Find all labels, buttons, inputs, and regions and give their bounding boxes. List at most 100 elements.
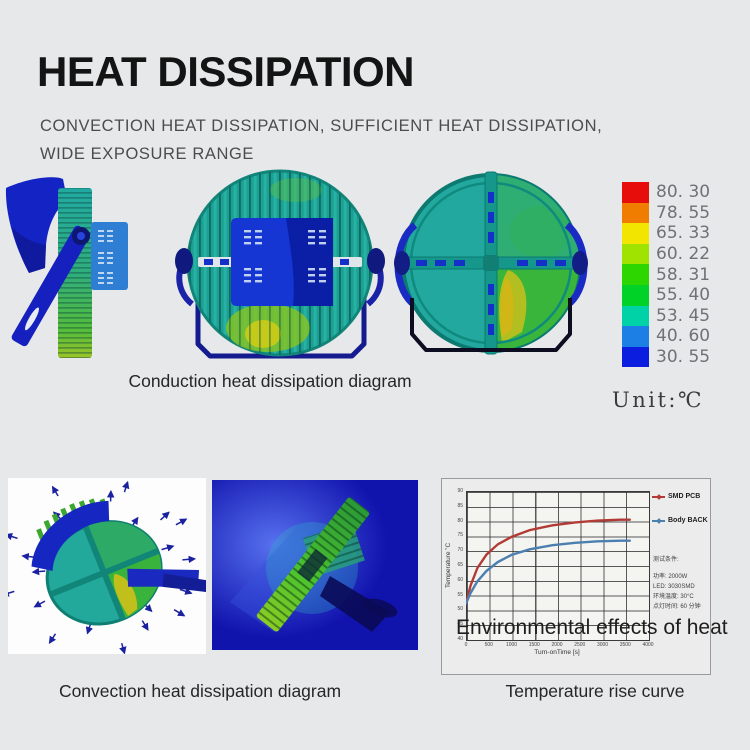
airflow-arrow [173, 609, 186, 617]
y-tick-label: 40 [457, 636, 463, 642]
scale-row: 60. 22 [622, 243, 711, 265]
scale-value: 58. 31 [656, 264, 711, 285]
y-tick-label: 60 [457, 576, 463, 583]
airflow-arrow [51, 485, 60, 497]
scale-swatch [622, 243, 649, 265]
chart-annotation-line: 环境温度: 30°C [653, 594, 694, 600]
airflow-arrow [161, 544, 175, 552]
chart-series-body-back [466, 539, 631, 605]
scale-value: 78. 55 [656, 202, 711, 223]
x-tick-label: 4000 [642, 642, 654, 648]
chart-annotations: 测试条件: 功率: 2000W LED: 3030SMD 环境温度: 30°C 点灯时间… [653, 555, 701, 612]
scale-value: 40. 60 [656, 326, 711, 347]
convection-airflow-graphic [8, 480, 206, 654]
x-tick-label: 0 [464, 642, 468, 648]
chart-caption: Temperature rise curve [505, 681, 685, 701]
thermal-front-view-graphic [394, 171, 588, 355]
airflow-arrow [8, 532, 18, 541]
airflow-arrow [21, 552, 36, 561]
y-tick-label: 50 [457, 606, 463, 613]
y-tick-label: 80 [457, 517, 463, 524]
scale-value: 65. 33 [656, 223, 711, 244]
scale-value: 60. 22 [656, 244, 711, 265]
page-subtitle-line2: WIDE EXPOSURE RANGE [40, 145, 255, 163]
thermal-side-view-graphic [5, 177, 128, 358]
thermal-back-view-graphic [175, 169, 385, 359]
x-tick-label: 500 [484, 642, 493, 648]
chart-annotation-line: 功率: 2000W [653, 574, 688, 580]
airflow-arrow [122, 480, 130, 493]
airflow-arrow [179, 587, 193, 595]
legend-item: Body BACK [652, 517, 708, 524]
legend-line-marker [652, 493, 665, 500]
scale-swatch [622, 305, 649, 327]
legend-label: SMD PCB [668, 493, 701, 500]
thermal-simulation-dark-image [212, 480, 418, 650]
y-tick-label: 85 [457, 502, 463, 509]
y-tick-label: 70 [457, 547, 463, 554]
thermal-back-view-image [168, 168, 392, 368]
environmental-effects-overlay-text: Environmental effects of heat [456, 616, 728, 639]
scale-row: 65. 33 [622, 223, 710, 244]
x-tick-label: 3500 [619, 642, 631, 648]
conduction-caption: Conduction heat dissipation diagram [128, 371, 412, 391]
scale-row: 58. 31 [622, 264, 710, 285]
scale-swatch [622, 284, 649, 306]
convection-airflow-image [8, 478, 206, 654]
y-tick-label: 65 [457, 562, 463, 568]
legend-label: Body BACK [668, 517, 708, 524]
chart-series-smd-pcb [466, 518, 631, 605]
scale-row: 40. 60 [622, 326, 710, 347]
scale-swatch [622, 223, 649, 244]
x-tick-label: 1000 [505, 642, 518, 648]
airflow-arrow [175, 518, 188, 526]
x-tick-label: 3000 [596, 642, 609, 648]
chart-legend: SMD PCB Body BACK [652, 493, 708, 541]
page-title: HEAT DISSIPATION [37, 48, 415, 95]
chart-annotation-line: 测试条件: [653, 557, 679, 563]
scale-swatch [622, 346, 649, 368]
scale-value: 53. 45 [656, 305, 711, 326]
chart-curves [466, 518, 631, 605]
airflow-arrow [48, 633, 57, 644]
y-tick-label: 90 [457, 488, 463, 494]
scale-swatch [622, 326, 649, 347]
scale-swatch [622, 202, 649, 224]
chart-annotation-line: LED: 3030SMD [653, 584, 695, 590]
airflow-arrow [159, 511, 170, 521]
airflow-arrow [8, 589, 15, 597]
chart-plot-area [466, 491, 650, 641]
scale-swatch [622, 182, 649, 203]
legend-line-marker [652, 517, 665, 524]
legend-dot-marker [655, 517, 662, 524]
y-tick-label: 45 [457, 621, 463, 628]
x-tick-label: 1500 [528, 642, 540, 648]
scale-value: 55. 40 [656, 285, 711, 306]
temperature-scale: 80. 30 78. 55 65. 33 60. 22 58. 31 55. 40 53. … [622, 182, 711, 368]
thermal-simulation-dark-graphic [212, 480, 418, 650]
scale-swatch [622, 264, 649, 285]
unit-label: Unit:℃ [612, 388, 704, 412]
y-tick-label: 55 [457, 591, 463, 598]
thermal-side-view-image [2, 172, 164, 366]
convection-caption: Convection heat dissipation diagram [58, 681, 342, 701]
chart-x-axis-label: Turn-onTime [s] [534, 649, 580, 656]
scale-row: 53. 45 [622, 305, 711, 327]
airflow-arrow [119, 642, 127, 654]
scale-value: 80. 30 [656, 182, 711, 203]
scale-row: 78. 55 [622, 202, 711, 224]
temperature-rise-chart: Temperature ˚C 0 500 1000 1500 2000 2500 3000 3… [441, 478, 711, 675]
airflow-arrow [31, 567, 46, 576]
scale-row: 55. 40 [622, 284, 711, 306]
airflow-arrow [33, 600, 46, 608]
thermal-front-view-image [390, 170, 594, 362]
page-subtitle-line1: CONVECTION HEAT DISSIPATION, SUFFICIENT … [40, 117, 603, 135]
scale-row: 80. 30 [622, 182, 710, 203]
scale-value: 30. 55 [656, 347, 711, 368]
airflow-arrow [141, 620, 149, 631]
x-tick-label: 2500 [574, 642, 586, 648]
chart-annotation-line: 点灯时间: 60 分钟 [653, 604, 701, 610]
y-tick-label: 75 [457, 532, 463, 539]
legend-item: SMD PCB [652, 493, 708, 500]
legend-dot-marker [655, 493, 662, 500]
